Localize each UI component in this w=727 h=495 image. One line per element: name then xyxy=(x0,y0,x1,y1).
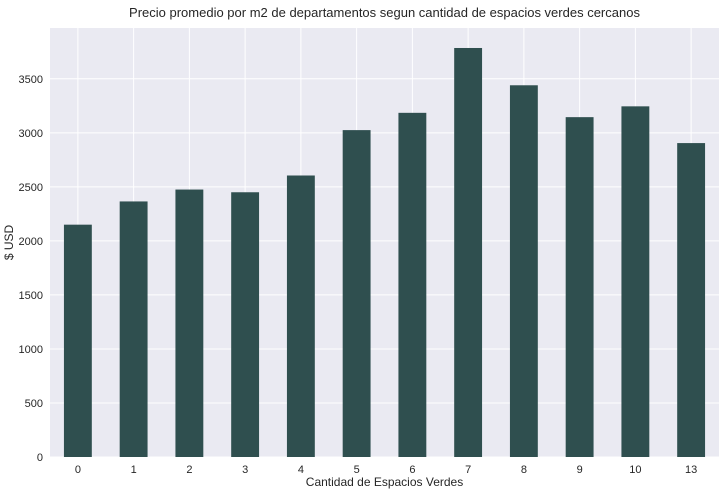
bar-3 xyxy=(231,192,260,457)
y-axis-label: $ USD xyxy=(2,224,16,260)
y-tick-label: 2500 xyxy=(19,182,43,194)
x-tick-label: 4 xyxy=(298,464,304,476)
y-tick-labels: 0 500 1000 1500 2000 2500 3000 3500 xyxy=(19,74,43,464)
x-tick-label: 10 xyxy=(629,464,641,476)
y-tick-label: 1000 xyxy=(19,344,43,356)
bar-10 xyxy=(621,106,650,458)
x-tick-label: 3 xyxy=(242,464,248,476)
x-tick-label: 9 xyxy=(577,464,583,476)
bar-7 xyxy=(454,47,483,458)
y-tick-label: 2000 xyxy=(19,236,43,248)
x-tick-label: 2 xyxy=(186,464,192,476)
bar-1 xyxy=(119,201,148,457)
bar-0 xyxy=(63,224,92,457)
x-tick-label: 7 xyxy=(465,464,471,476)
bar-8 xyxy=(509,85,538,458)
y-tick-label: 1500 xyxy=(19,290,43,302)
bars xyxy=(63,47,706,458)
bar-5 xyxy=(342,130,371,457)
bar-13 xyxy=(677,143,706,457)
plot-area xyxy=(50,28,719,457)
chart-title: Precio promedio por m2 de departamentos … xyxy=(129,5,640,20)
x-axis-label: Cantidad de Espacios Verdes xyxy=(306,475,463,489)
x-tick-label: 5 xyxy=(354,464,360,476)
x-tick-label: 1 xyxy=(131,464,137,476)
x-tick-labels: 0 1 2 3 4 5 6 7 8 9 10 13 xyxy=(75,464,697,476)
x-tick-label: 6 xyxy=(409,464,415,476)
bar-6 xyxy=(398,112,427,457)
bar-2 xyxy=(175,189,204,457)
y-tick-label: 500 xyxy=(25,398,43,410)
x-tick-label: 8 xyxy=(521,464,527,476)
y-tick-label: 3500 xyxy=(19,74,43,86)
y-tick-label: 3000 xyxy=(19,128,43,140)
x-tick-label: 0 xyxy=(75,464,81,476)
bar-4 xyxy=(286,175,315,458)
bar-9 xyxy=(565,117,594,457)
y-tick-label: 0 xyxy=(37,452,43,464)
x-tick-label: 13 xyxy=(685,464,697,476)
